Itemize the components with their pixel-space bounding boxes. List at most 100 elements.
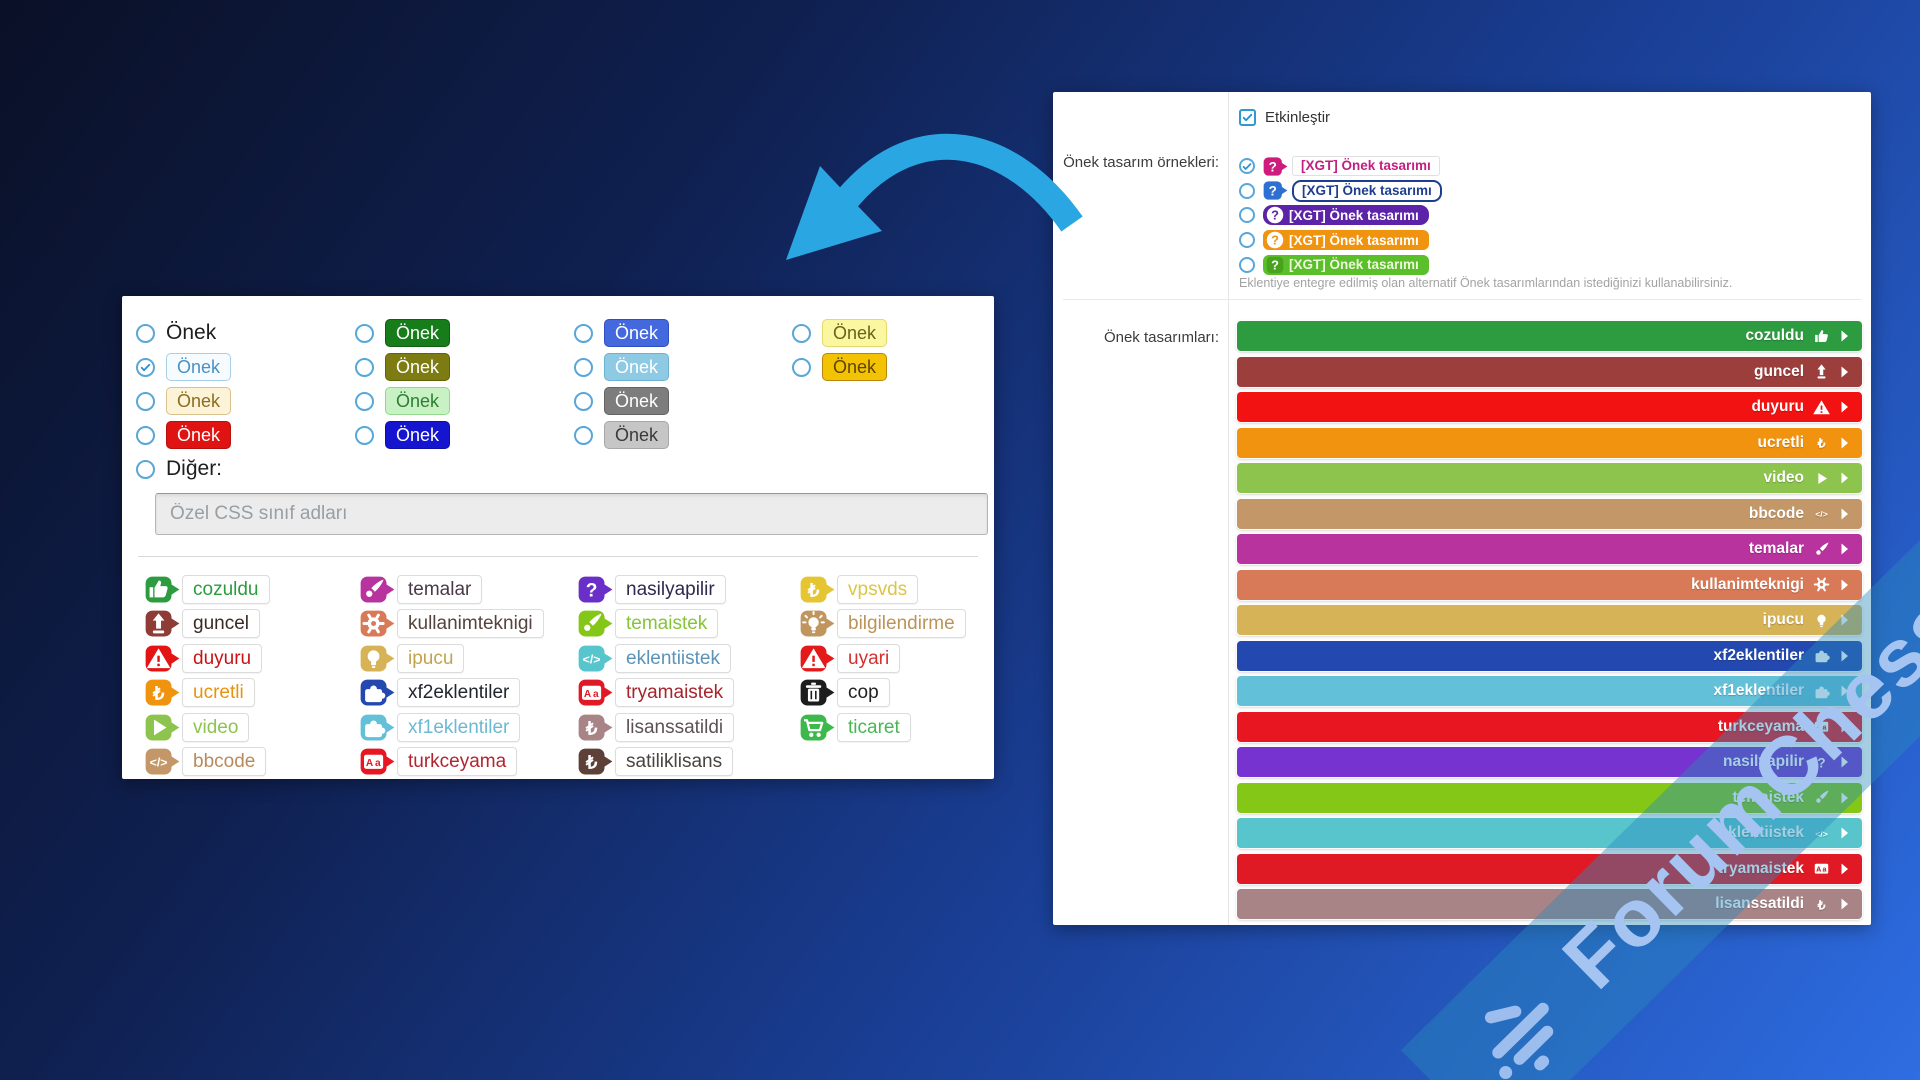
example-radio[interactable] xyxy=(1239,256,1255,273)
prefix-badge-temaistek: temaistek xyxy=(578,609,800,639)
prefix-badge-label: temalar xyxy=(397,574,483,604)
prefix-style-panel: Önek Önek Önek Önek Önek Önek Önek Önek Önek Önek… xyxy=(122,296,994,779)
prefix-style-other-row[interactable]: Diğer: xyxy=(136,457,222,481)
prefix-badge-duyuru: duyuru xyxy=(145,643,360,673)
divider xyxy=(138,556,978,557)
prefix-style-option-1[interactable]: Önek xyxy=(136,321,355,345)
prefix-preview: Önek xyxy=(385,387,451,415)
svg-text:</>: </> xyxy=(583,652,601,666)
trash-icon xyxy=(800,679,835,706)
style-radio[interactable] xyxy=(136,425,155,445)
design-example-option-2[interactable]: ? [XGT] Önek tasarımı xyxy=(1239,179,1442,204)
svg-text:?: ? xyxy=(1817,755,1825,770)
prefix-badge-label: xf2eklentiler xyxy=(397,678,521,708)
prefix-badge-video: video xyxy=(145,712,360,742)
design-bar-nasilyapilir: nasilyapilir? xyxy=(1237,747,1862,777)
style-radio[interactable] xyxy=(355,357,374,377)
style-radio[interactable] xyxy=(792,323,811,343)
divider xyxy=(1063,299,1861,300)
style-radio[interactable] xyxy=(574,323,593,343)
design-bar-guncel: guncel xyxy=(1237,356,1862,387)
prefix-preview: Önek xyxy=(385,421,451,449)
svg-text:</>: </> xyxy=(1815,509,1828,519)
prefix-badge-label: turkceyama xyxy=(397,747,518,777)
design-bar-temalar: temalar xyxy=(1237,534,1862,564)
enable-checkbox[interactable] xyxy=(1239,109,1256,126)
style-radio[interactable] xyxy=(792,357,811,377)
style-radio[interactable] xyxy=(136,323,155,343)
design-bar-ucretli: ucretli ₺ xyxy=(1237,427,1862,458)
design-bar-label: turkceyama xyxy=(1717,717,1804,735)
style-radio[interactable] xyxy=(574,357,593,377)
prefix-badge-ucretli: ₺ ucretli xyxy=(145,678,360,708)
style-radio[interactable] xyxy=(574,425,593,445)
style-radio[interactable] xyxy=(355,391,374,411)
design-example-option-1[interactable]: ? [XGT] Önek tasarımı xyxy=(1239,154,1442,179)
design-example-option-5[interactable]: ? [XGT] Önek tasarımı xyxy=(1239,252,1442,277)
example-preview: [XGT] Önek tasarımı xyxy=(1292,156,1440,177)
other-radio[interactable] xyxy=(136,459,155,479)
prefix-style-option-5[interactable]: Önek xyxy=(355,319,574,347)
prefix-style-option-3[interactable]: Önek xyxy=(136,387,355,415)
design-bar-label: tryamaistek xyxy=(1717,859,1804,877)
lira-icon: ₺ xyxy=(578,748,613,775)
prefix-badge-label: guncel xyxy=(182,609,260,639)
design-bar-label: ipucu xyxy=(1762,611,1804,628)
example-radio[interactable] xyxy=(1239,182,1255,199)
design-bar-label: temaistek xyxy=(1732,788,1804,806)
example-radio[interactable] xyxy=(1239,207,1255,224)
chevron-right-icon xyxy=(1841,330,1848,342)
gear-icon xyxy=(360,610,395,637)
watermark: ForumChess xyxy=(1400,0,1920,1080)
divider xyxy=(1228,92,1229,925)
prefix-style-option-7[interactable]: Önek xyxy=(355,387,574,415)
prefix-style-option-9[interactable]: Önek xyxy=(574,319,792,347)
prefix-style-option-14[interactable]: Önek xyxy=(792,353,888,381)
svg-text:</>: </> xyxy=(1815,829,1828,839)
prefix-preview: Önek xyxy=(166,387,232,415)
prefix-badge-label: duyuru xyxy=(182,643,263,673)
warning-icon xyxy=(1813,399,1830,414)
prefix-badge-nasilyapilir: ? nasilyapilir xyxy=(578,574,800,604)
prefix-style-option-2[interactable]: Önek xyxy=(136,353,355,381)
prefix-style-option-12[interactable]: Önek xyxy=(574,421,792,449)
puzzle-icon xyxy=(360,679,395,706)
svg-text:a: a xyxy=(1823,724,1827,732)
prefix-style-option-6[interactable]: Önek xyxy=(355,353,574,381)
example-radio[interactable] xyxy=(1239,158,1255,175)
prefix-badge-label: ipucu xyxy=(397,643,465,673)
style-radio[interactable] xyxy=(355,425,374,445)
prefix-badge-xf2eklentiler: xf2eklentiler xyxy=(360,678,578,708)
prefix-badge-bbcode: </> bbcode xyxy=(145,747,360,777)
custom-css-class-input[interactable] xyxy=(155,493,988,535)
prefix-badge-ipucu: ipucu xyxy=(360,643,578,673)
prefix-design-panel: Önek tasarım örnekleri: Önek tasarımları… xyxy=(1053,92,1871,925)
prefix-style-option-10[interactable]: Önek xyxy=(574,353,792,381)
prefix-badge-eklentiistek: </> eklentiistek xyxy=(578,643,800,673)
enable-row[interactable]: Etkinleştir xyxy=(1239,109,1330,126)
prefix-badge-label: cozuldu xyxy=(182,574,270,604)
prefix-preview: Önek xyxy=(604,353,670,381)
style-radio[interactable] xyxy=(355,323,374,343)
prefix-preview: Önek xyxy=(604,421,670,449)
play-icon xyxy=(1818,472,1828,484)
design-bar-label: ucretli xyxy=(1757,433,1804,451)
design-example-option-4[interactable]: ? [XGT] Önek tasarımı xyxy=(1239,228,1442,253)
prefix-style-option-8[interactable]: Önek xyxy=(355,421,574,449)
prefix-style-option-4[interactable]: Önek xyxy=(136,421,355,449)
prefix-preview: Önek xyxy=(385,319,451,347)
prefix-badge-label: xf1eklentiler xyxy=(397,712,521,742)
chevron-right-icon xyxy=(1841,756,1848,768)
prefix-style-option-13[interactable]: Önek xyxy=(792,319,888,347)
chevron-right-icon xyxy=(1841,543,1848,555)
style-radio[interactable] xyxy=(574,391,593,411)
prefix-style-option-11[interactable]: Önek xyxy=(574,387,792,415)
style-radio[interactable] xyxy=(136,391,155,411)
design-example-option-3[interactable]: ? [XGT] Önek tasarımı xyxy=(1239,203,1442,228)
example-radio[interactable] xyxy=(1239,232,1255,249)
prefix-badge-bilgilendirme: bilgilendirme xyxy=(800,609,966,639)
question-icon: ? xyxy=(1266,256,1284,273)
style-radio[interactable] xyxy=(136,357,155,377)
